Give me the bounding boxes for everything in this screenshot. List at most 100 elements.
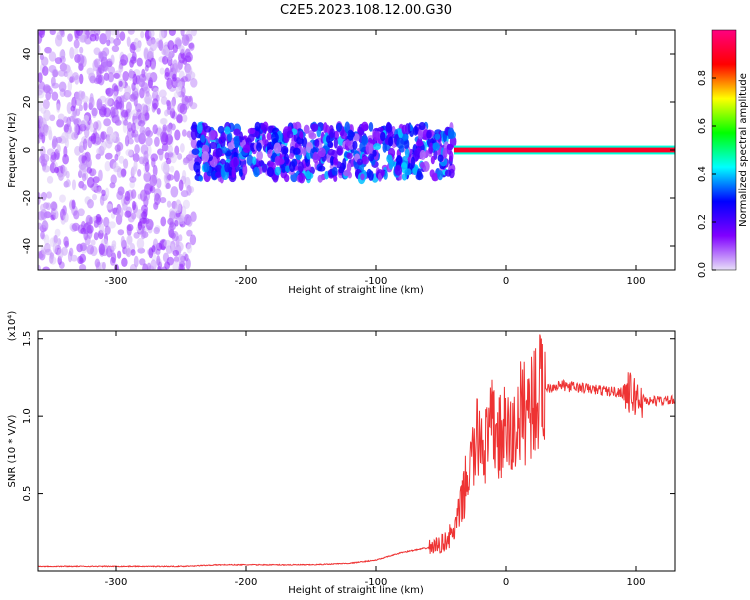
heatmap-cell <box>366 168 372 179</box>
heatmap-y-tick-label: 40 <box>22 48 33 61</box>
heatmap-cell <box>117 229 125 236</box>
heatmap-cell <box>150 259 157 270</box>
heatmap-cell <box>143 171 152 183</box>
heatmap-cell <box>179 103 188 115</box>
heatmap-cell <box>160 216 167 227</box>
heatmap-cell <box>115 30 120 40</box>
heatmap-cell <box>253 166 260 178</box>
heatmap-cell <box>327 148 335 156</box>
snr-y-tick-label: 1.0 <box>22 408 33 424</box>
heatmap-cell <box>104 225 111 235</box>
heatmap-cell <box>136 237 145 250</box>
heatmap-cell <box>114 144 121 152</box>
heatmap-cell <box>99 33 107 45</box>
heatmap-cell <box>81 155 86 164</box>
heatmap-cell <box>256 150 264 161</box>
heatmap-cell <box>106 88 112 95</box>
heatmap-cell <box>180 85 186 97</box>
heatmap-cell <box>172 73 177 82</box>
heatmap-cell <box>189 102 198 110</box>
heatmap-cell <box>394 164 403 176</box>
heatmap-cell <box>242 144 251 154</box>
heatmap-cell <box>410 156 415 169</box>
heatmap-cell <box>175 241 184 252</box>
heatmap-cell <box>172 249 180 257</box>
heatmap-cell <box>116 190 124 201</box>
colorbar-gradient <box>711 29 737 271</box>
heatmap-cell <box>247 133 255 143</box>
heatmap-cell <box>152 124 158 135</box>
heatmap-cell <box>352 140 358 150</box>
heatmap-cell <box>100 131 107 140</box>
heatmap-cell <box>442 147 448 159</box>
heatmap-cell <box>312 151 320 164</box>
heatmap-cell <box>252 156 257 166</box>
heatmap-cell <box>446 143 454 151</box>
heatmap-cell <box>79 123 87 132</box>
heatmap-cell <box>437 154 444 162</box>
heatmap-cell <box>386 121 392 132</box>
heatmap-cell <box>220 132 226 143</box>
heatmap-cell <box>428 142 434 154</box>
heatmap-cell <box>101 261 106 270</box>
heatmap-cell <box>220 166 225 178</box>
heatmap-cell <box>148 77 154 89</box>
heatmap-cell <box>137 221 143 231</box>
heatmap-cell <box>167 40 175 51</box>
heatmap-cell <box>75 30 84 37</box>
heatmap-cell <box>160 118 167 125</box>
heatmap-cell <box>67 33 73 42</box>
heatmap-cell <box>184 55 192 63</box>
heatmap-cell <box>145 218 154 231</box>
heatmap-cell <box>103 216 110 228</box>
heatmap-cell <box>131 165 137 175</box>
heatmap-cell <box>203 125 212 133</box>
snr-x-tick-label: -200 <box>235 577 258 588</box>
heatmap-cell <box>154 192 160 202</box>
heatmap-cell <box>93 219 99 228</box>
snr-x-ticks: -300 -200 -100 0 100 <box>105 331 646 588</box>
heatmap-cell <box>356 158 364 166</box>
heatmap-cell <box>117 250 122 259</box>
heatmap-cell <box>110 30 116 36</box>
heatmap-cell <box>156 40 163 49</box>
heatmap-cell <box>103 107 111 118</box>
heatmap-cell <box>38 101 43 112</box>
heatmap-cell <box>77 208 85 217</box>
heatmap-cell <box>125 149 133 157</box>
heatmap-cell <box>38 88 45 99</box>
heatmap-cell <box>173 256 180 263</box>
heatmap-cell <box>201 144 210 154</box>
heatmap-cell <box>54 228 61 237</box>
heatmap-cell <box>115 114 120 126</box>
heatmap-cell <box>361 135 369 146</box>
heatmap-cell <box>449 150 454 162</box>
heatmap-cell <box>158 148 164 161</box>
heatmap-cell <box>111 45 120 53</box>
heatmap-cell <box>47 125 52 135</box>
heatmap-cell <box>404 168 412 176</box>
heatmap-cell <box>50 154 57 164</box>
heatmap-cell <box>209 141 218 150</box>
heatmap-cell <box>139 189 148 202</box>
heatmap-cell <box>111 132 117 140</box>
heatmap-cell <box>164 109 169 117</box>
heatmap-cell <box>38 43 41 55</box>
heatmap-cell <box>92 193 97 201</box>
heatmap-cell <box>165 157 172 165</box>
snr-x-tick-label: -100 <box>365 577 388 588</box>
colorbar-tick-label: 0.4 <box>697 166 708 182</box>
heatmap-cell <box>123 119 129 126</box>
heatmap-cell <box>333 157 339 166</box>
heatmap-cell <box>314 138 320 148</box>
heatmap-cell <box>196 139 202 147</box>
heatmap-cell <box>173 170 180 182</box>
colorbar-tick-label: 0.8 <box>697 70 708 86</box>
heatmap-x-tick-label: 0 <box>503 276 509 287</box>
heatmap-cell <box>167 50 173 61</box>
heatmap-cell <box>191 30 197 37</box>
heatmap-cell <box>112 207 118 214</box>
heatmap-cell <box>106 126 114 136</box>
heatmap-cell <box>329 128 336 139</box>
